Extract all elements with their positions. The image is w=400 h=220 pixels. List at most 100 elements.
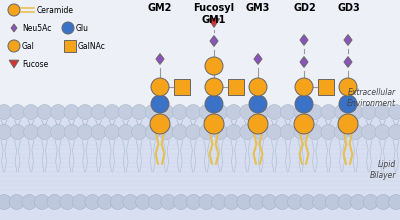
Circle shape [295,78,313,96]
Circle shape [172,125,187,139]
Circle shape [123,194,138,209]
Circle shape [159,104,174,119]
Circle shape [325,194,340,209]
Circle shape [362,104,376,119]
Bar [64,40,76,52]
Circle shape [249,95,267,113]
Circle shape [307,104,322,119]
Circle shape [348,125,363,139]
Circle shape [34,194,50,209]
Circle shape [136,194,150,209]
Circle shape [10,125,25,139]
Circle shape [37,125,52,139]
Circle shape [85,194,100,209]
Circle shape [186,125,201,139]
Circle shape [388,125,400,139]
Polygon shape [344,57,352,67]
Circle shape [375,125,390,139]
Circle shape [174,194,188,209]
Circle shape [280,104,295,119]
Circle shape [172,104,187,119]
Circle shape [199,125,214,139]
Circle shape [275,194,290,209]
Circle shape [375,104,390,119]
Polygon shape [210,36,218,46]
Circle shape [47,194,62,209]
Circle shape [287,194,302,209]
Circle shape [363,194,378,209]
Circle shape [64,104,79,119]
Circle shape [8,40,20,52]
Circle shape [205,78,223,96]
Text: GalNAc: GalNAc [78,42,106,51]
Circle shape [205,95,223,113]
Circle shape [98,194,113,209]
Text: GM2: GM2 [148,3,172,13]
Circle shape [253,104,268,119]
Circle shape [105,104,120,119]
Circle shape [50,125,66,139]
Circle shape [295,95,313,113]
Circle shape [78,104,93,119]
Circle shape [339,78,357,96]
Circle shape [376,194,391,209]
Bar [0,0,400,115]
Circle shape [64,125,79,139]
Circle shape [253,125,268,139]
Circle shape [24,104,38,119]
Circle shape [186,194,201,209]
Polygon shape [300,57,308,67]
Text: Neu5Ac: Neu5Ac [22,24,51,33]
Circle shape [9,194,24,209]
Circle shape [118,125,133,139]
Circle shape [388,194,400,209]
Circle shape [204,114,224,134]
Circle shape [294,104,309,119]
Text: GM3: GM3 [246,3,270,13]
Circle shape [186,104,201,119]
Circle shape [338,114,358,134]
Circle shape [199,194,214,209]
Circle shape [321,125,336,139]
Circle shape [62,22,74,34]
Polygon shape [300,35,308,45]
Circle shape [205,57,223,75]
Circle shape [161,194,176,209]
Bar [228,79,244,95]
Circle shape [22,194,37,209]
Circle shape [300,194,315,209]
Circle shape [148,194,163,209]
Polygon shape [9,60,19,68]
Circle shape [267,125,282,139]
Polygon shape [208,19,220,28]
Text: Lipid
Bilayer: Lipid Bilayer [370,160,396,180]
Circle shape [212,194,226,209]
Circle shape [72,194,87,209]
Circle shape [145,104,160,119]
Text: Extracellular
Environment: Extracellular Environment [347,88,396,108]
Circle shape [362,125,376,139]
Circle shape [388,104,400,119]
Bar [318,79,334,95]
Circle shape [151,95,169,113]
Circle shape [60,194,75,209]
Circle shape [91,104,106,119]
Text: Fucose: Fucose [22,59,48,68]
Polygon shape [344,35,352,45]
Circle shape [213,125,228,139]
Circle shape [91,125,106,139]
Circle shape [307,125,322,139]
Circle shape [132,125,147,139]
Circle shape [10,104,25,119]
Circle shape [151,78,169,96]
Circle shape [240,125,255,139]
Circle shape [0,194,12,209]
Circle shape [213,104,228,119]
Circle shape [334,125,350,139]
Polygon shape [156,54,164,64]
Circle shape [350,194,366,209]
Circle shape [226,125,241,139]
Circle shape [226,104,241,119]
Circle shape [110,194,125,209]
Circle shape [280,125,295,139]
